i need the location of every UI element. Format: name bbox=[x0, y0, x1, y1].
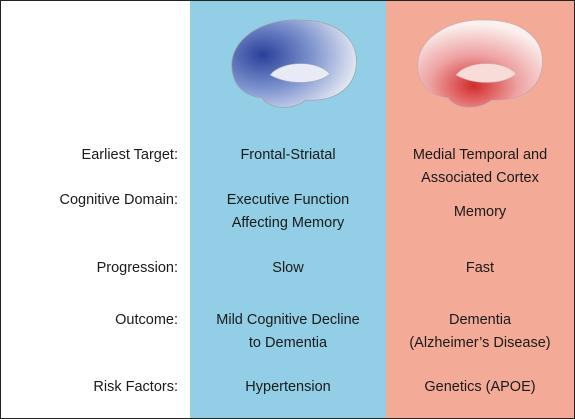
pink-cell-text: Dementia bbox=[449, 312, 512, 328]
pink-cell-text: (Alzheimer’s Disease) bbox=[409, 335, 550, 351]
blue-cell-text: to Dementia bbox=[249, 335, 328, 351]
brain-red bbox=[417, 19, 543, 108]
pink-cell-text: Associated Cortex bbox=[421, 170, 539, 186]
blue-cell-text: Slow bbox=[272, 260, 304, 276]
row-label: Progression: bbox=[97, 260, 178, 276]
row-label: Outcome: bbox=[115, 312, 178, 328]
blue-cell-text: Affecting Memory bbox=[232, 215, 345, 231]
blue-cell-text: Mild Cognitive Decline bbox=[216, 312, 359, 328]
brain-blue bbox=[231, 19, 357, 108]
row-label: Earliest Target: bbox=[82, 147, 178, 163]
blue-cell-text: Hypertension bbox=[245, 379, 330, 395]
blue-cell-text: Frontal-Striatal bbox=[240, 147, 335, 163]
pink-cell-text: Medial Temporal and bbox=[413, 147, 547, 163]
pink-cell-text: Fast bbox=[466, 260, 494, 276]
pink-cell-text: Memory bbox=[454, 204, 507, 220]
pink-cell-text: Genetics (APOE) bbox=[424, 379, 535, 395]
row-label: Cognitive Domain: bbox=[60, 192, 178, 208]
blue-cell-text: Executive Function bbox=[227, 192, 350, 208]
row-label: Risk Factors: bbox=[93, 379, 178, 395]
